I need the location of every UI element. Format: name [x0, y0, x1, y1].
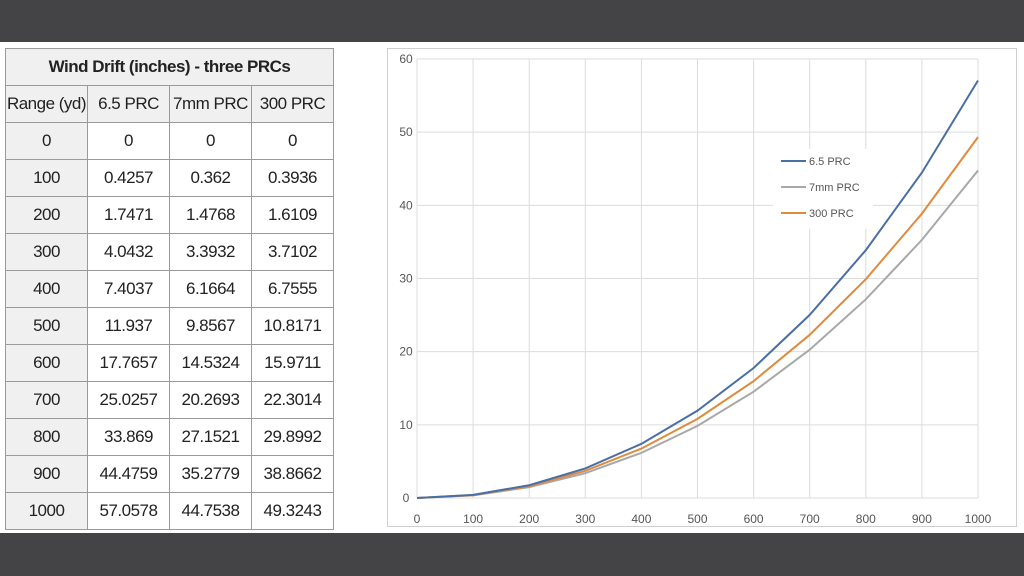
table-row: 400 7.4037 6.1664 6.7555: [5, 270, 334, 308]
wind-drift-table: Wind Drift (inches) - three PRCs Range (…: [5, 48, 334, 530]
drift-cell: 1.4768: [169, 196, 252, 234]
drift-cell: 0: [87, 122, 170, 160]
table-row: 200 1.7471 1.4768 1.6109: [5, 196, 334, 234]
drift-cell: 0: [251, 122, 334, 160]
x-tick-label: 100: [463, 512, 483, 526]
drift-cell: 0.4257: [87, 159, 170, 197]
header-range: Range (yd): [5, 85, 88, 123]
x-tick-label: 200: [519, 512, 539, 526]
header-65prc: 6.5 PRC: [87, 85, 170, 123]
drift-cell: 14.5324: [169, 344, 252, 382]
drift-cell: 1.6109: [251, 196, 334, 234]
drift-cell: 0.3936: [251, 159, 334, 197]
drift-cell: 49.3243: [251, 492, 334, 530]
range-cell: 200: [5, 196, 88, 234]
range-cell: 0: [5, 122, 88, 160]
range-cell: 600: [5, 344, 88, 382]
header-7mmprc: 7mm PRC: [169, 85, 252, 123]
drift-cell: 6.7555: [251, 270, 334, 308]
y-tick-label: 50: [399, 125, 413, 139]
range-cell: 800: [5, 418, 88, 456]
drift-cell: 11.937: [87, 307, 170, 345]
table-row: 800 33.869 27.1521 29.8992: [5, 418, 334, 456]
x-tick-label: 0: [414, 512, 421, 526]
chart-svg: 0 100 200 300 400 500 600 700 800 900 1000 0 10 20 30 4…: [399, 52, 992, 526]
table-row: 900 44.4759 35.2779 38.8662: [5, 455, 334, 493]
y-tick-label: 40: [399, 198, 413, 212]
table-row: 500 11.937 9.8567 10.8171: [5, 307, 334, 345]
drift-cell: 27.1521: [169, 418, 252, 456]
drift-cell: 0: [169, 122, 252, 160]
drift-cell: 17.7657: [87, 344, 170, 382]
x-tick-label: 700: [800, 512, 820, 526]
range-cell: 400: [5, 270, 88, 308]
drift-cell: 33.869: [87, 418, 170, 456]
x-tick-label: 400: [631, 512, 651, 526]
table-body: 0 0 0 0 100 0.4257 0.362 0.3936 200 1.7471 1.4768 1…: [5, 122, 334, 530]
drift-cell: 3.7102: [251, 233, 334, 271]
legend-label: 6.5 PRC: [809, 156, 851, 168]
x-tick-label: 1000: [965, 512, 992, 526]
x-tick-label: 600: [744, 512, 764, 526]
drift-cell: 10.8171: [251, 307, 334, 345]
y-tick-label: 30: [399, 272, 413, 286]
range-cell: 900: [5, 455, 88, 493]
legend-label: 7mm PRC: [809, 182, 860, 194]
drift-cell: 38.8662: [251, 455, 334, 493]
range-cell: 1000: [5, 492, 88, 530]
y-tick-label: 20: [399, 345, 413, 359]
y-tick-label: 10: [399, 418, 413, 432]
table-row: 700 25.0257 20.2693 22.3014: [5, 381, 334, 419]
drift-cell: 1.7471: [87, 196, 170, 234]
table-row: 1000 57.0578 44.7538 49.3243: [5, 492, 334, 530]
drift-cell: 3.3932: [169, 233, 252, 271]
drift-cell: 20.2693: [169, 381, 252, 419]
table-title: Wind Drift (inches) - three PRCs: [5, 48, 334, 86]
drift-cell: 44.4759: [87, 455, 170, 493]
line-chart: 0 100 200 300 400 500 600 700 800 900 1000 0 10 20 30 4…: [387, 48, 1017, 527]
table-row: 300 4.0432 3.3932 3.7102: [5, 233, 334, 271]
y-tick-label: 60: [399, 52, 413, 66]
y-tick-label: 0: [403, 491, 410, 505]
drift-cell: 22.3014: [251, 381, 334, 419]
legend: 6.5 PRC 7mm PRC 300 PRC: [773, 149, 873, 229]
x-tick-label: 300: [575, 512, 595, 526]
drift-cell: 6.1664: [169, 270, 252, 308]
drift-cell: 15.9711: [251, 344, 334, 382]
range-cell: 300: [5, 233, 88, 271]
table-row: 600 17.7657 14.5324 15.9711: [5, 344, 334, 382]
table-row: 100 0.4257 0.362 0.3936: [5, 159, 334, 197]
drift-cell: 0.362: [169, 159, 252, 197]
drift-cell: 29.8992: [251, 418, 334, 456]
drift-cell: 35.2779: [169, 455, 252, 493]
legend-label: 300 PRC: [809, 208, 854, 220]
range-cell: 700: [5, 381, 88, 419]
x-tick-label: 900: [912, 512, 932, 526]
header-300prc: 300 PRC: [251, 85, 334, 123]
bottom-letterbox-bar: [0, 533, 1024, 576]
x-tick-label: 500: [687, 512, 707, 526]
series-line-65-prc: [416, 80, 979, 499]
x-tick-label: 800: [856, 512, 876, 526]
drift-cell: 9.8567: [169, 307, 252, 345]
drift-cell: 25.0257: [87, 381, 170, 419]
range-cell: 500: [5, 307, 88, 345]
top-letterbox-bar: [0, 0, 1024, 42]
drift-cell: 4.0432: [87, 233, 170, 271]
legend-background: [773, 149, 873, 229]
drift-cell: 57.0578: [87, 492, 170, 530]
drift-cell: 44.7538: [169, 492, 252, 530]
range-cell: 100: [5, 159, 88, 197]
drift-cell: 7.4037: [87, 270, 170, 308]
